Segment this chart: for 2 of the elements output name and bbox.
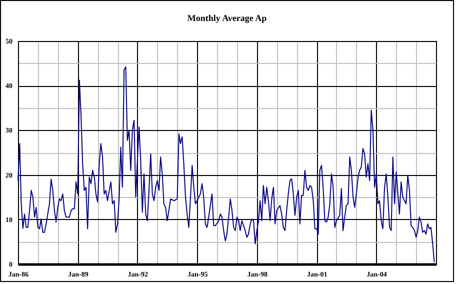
line-series [18, 66, 435, 263]
chart-title: Monthly Average Ap [187, 13, 267, 23]
